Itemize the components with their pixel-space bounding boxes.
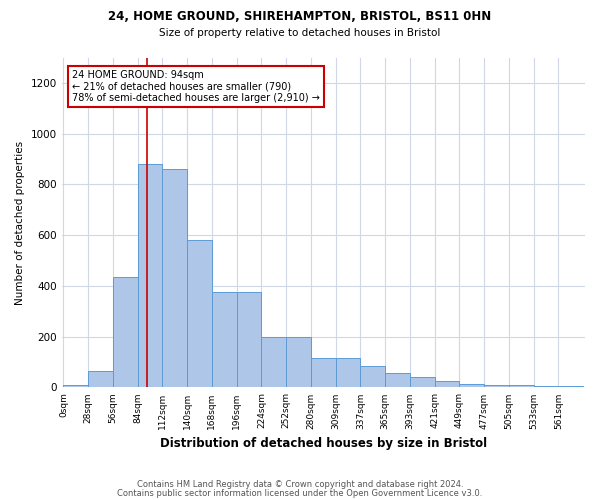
Bar bbox=[212, 292, 237, 388]
Bar bbox=[484, 386, 509, 388]
Bar bbox=[187, 240, 212, 388]
Bar bbox=[460, 384, 484, 388]
Bar bbox=[262, 336, 286, 388]
Bar bbox=[361, 366, 385, 388]
Bar bbox=[509, 386, 534, 388]
Bar bbox=[113, 277, 137, 388]
Text: 24, HOME GROUND, SHIREHAMPTON, BRISTOL, BS11 0HN: 24, HOME GROUND, SHIREHAMPTON, BRISTOL, … bbox=[109, 10, 491, 23]
Bar bbox=[559, 386, 583, 388]
Text: 24 HOME GROUND: 94sqm
← 21% of detached houses are smaller (790)
78% of semi-det: 24 HOME GROUND: 94sqm ← 21% of detached … bbox=[72, 70, 320, 103]
Bar bbox=[286, 336, 311, 388]
Bar bbox=[534, 386, 559, 388]
Bar bbox=[237, 292, 262, 388]
Text: Contains HM Land Registry data © Crown copyright and database right 2024.: Contains HM Land Registry data © Crown c… bbox=[137, 480, 463, 489]
Bar bbox=[385, 374, 410, 388]
Y-axis label: Number of detached properties: Number of detached properties bbox=[15, 140, 25, 304]
Bar bbox=[410, 378, 435, 388]
Bar bbox=[311, 358, 336, 388]
Text: Size of property relative to detached houses in Bristol: Size of property relative to detached ho… bbox=[160, 28, 440, 38]
Bar bbox=[435, 381, 460, 388]
Text: Contains public sector information licensed under the Open Government Licence v3: Contains public sector information licen… bbox=[118, 489, 482, 498]
Bar bbox=[163, 169, 187, 388]
Bar bbox=[64, 385, 88, 388]
Bar bbox=[88, 371, 113, 388]
Bar bbox=[336, 358, 361, 388]
X-axis label: Distribution of detached houses by size in Bristol: Distribution of detached houses by size … bbox=[160, 437, 487, 450]
Bar bbox=[137, 164, 163, 388]
